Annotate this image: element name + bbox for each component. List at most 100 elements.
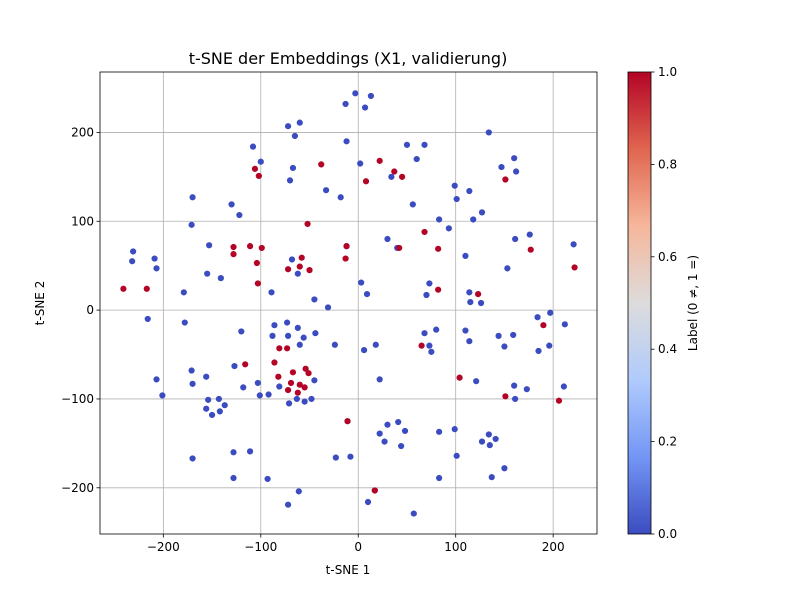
scatter-point bbox=[462, 327, 469, 334]
scatter-point bbox=[181, 319, 188, 326]
scatter-point bbox=[311, 377, 318, 384]
scatter-point bbox=[130, 248, 137, 255]
scatter-point bbox=[426, 280, 433, 287]
x-tick-label: −100 bbox=[244, 540, 277, 554]
scatter-point bbox=[421, 228, 428, 236]
colorbar-tick-label: 0.0 bbox=[658, 527, 677, 541]
scatter-point bbox=[478, 438, 486, 445]
scatter-point bbox=[347, 453, 354, 460]
scatter-point bbox=[230, 243, 237, 251]
scatter-point bbox=[151, 255, 158, 262]
scatter-point bbox=[462, 252, 469, 260]
scatter-point bbox=[391, 168, 398, 175]
scatter-point bbox=[284, 123, 292, 130]
scatter-point bbox=[306, 267, 313, 274]
x-tick-label: 200 bbox=[542, 540, 565, 554]
scatter-point bbox=[189, 194, 196, 201]
scatter-point bbox=[230, 251, 237, 258]
scatter-point bbox=[403, 141, 411, 148]
scatter-point bbox=[153, 376, 160, 383]
scatter-point bbox=[291, 132, 299, 140]
scatter-point bbox=[294, 389, 301, 396]
scatter-point bbox=[421, 330, 428, 337]
scatter-point bbox=[257, 158, 264, 165]
scatter-points bbox=[120, 90, 578, 517]
scatter-point bbox=[511, 382, 518, 389]
scatter-point bbox=[253, 259, 260, 267]
scatter-point bbox=[205, 396, 212, 403]
y-tick-label: 200 bbox=[71, 125, 94, 139]
plot-frame bbox=[99, 71, 598, 535]
scatter-point bbox=[358, 279, 365, 286]
scatter-point bbox=[504, 265, 511, 272]
scatter-point bbox=[535, 347, 542, 355]
scatter-point bbox=[436, 216, 443, 223]
scatter-point bbox=[287, 379, 295, 387]
scatter-point bbox=[495, 332, 502, 339]
scatter-point bbox=[332, 454, 339, 461]
scatter-point bbox=[153, 265, 160, 272]
scatter-point bbox=[298, 254, 305, 261]
scatter-point bbox=[296, 119, 303, 126]
scatter-point bbox=[322, 187, 330, 194]
scatter-point bbox=[255, 172, 262, 180]
scatter-point bbox=[342, 100, 349, 108]
scatter-point bbox=[473, 378, 480, 385]
scatter-point bbox=[344, 418, 351, 425]
scatter-point bbox=[513, 168, 520, 175]
scatter-point bbox=[433, 326, 440, 333]
scatter-point bbox=[236, 211, 243, 219]
scatter-point bbox=[523, 386, 530, 393]
scatter-point bbox=[294, 324, 301, 331]
scatter-point bbox=[289, 164, 297, 172]
scatter-point bbox=[246, 448, 254, 455]
scatter-point bbox=[271, 359, 278, 366]
scatter-point bbox=[302, 365, 309, 372]
colorbar-tick-label: 1.0 bbox=[658, 65, 677, 79]
colorbar-tick-label: 0.6 bbox=[658, 250, 677, 264]
x-tick-label: 100 bbox=[444, 540, 467, 554]
scatter-point bbox=[426, 342, 433, 349]
scatter-point bbox=[189, 455, 196, 462]
scatter-point bbox=[418, 342, 425, 349]
scatter-point bbox=[477, 299, 485, 307]
scatter-point bbox=[159, 392, 166, 399]
scatter-point bbox=[265, 391, 272, 398]
scatter-point bbox=[486, 442, 493, 449]
scatter-point bbox=[284, 386, 292, 394]
scatter-point bbox=[337, 194, 344, 201]
x-tick-label: −200 bbox=[147, 540, 180, 554]
scatter-point bbox=[284, 501, 292, 508]
scatter-point bbox=[367, 92, 375, 100]
scatter-point bbox=[363, 291, 371, 298]
scatter-point bbox=[215, 395, 222, 403]
scatter-point bbox=[206, 242, 213, 249]
scatter-point bbox=[478, 209, 486, 216]
scatter-point bbox=[230, 474, 237, 482]
scatter-point bbox=[324, 304, 332, 311]
scatter-point bbox=[498, 163, 505, 171]
colorbar-ticks: 0.0 0.2 0.4 0.6 0.8 1.0 bbox=[651, 65, 677, 541]
scatter-point bbox=[311, 296, 318, 303]
scatter-point bbox=[228, 201, 235, 208]
scatter-point bbox=[284, 345, 291, 352]
scatter-point bbox=[342, 255, 349, 262]
scatter-point bbox=[208, 411, 216, 419]
scatter-point bbox=[188, 367, 195, 374]
scatter-point bbox=[527, 246, 534, 253]
scatter-point bbox=[466, 338, 473, 345]
scatter-point bbox=[364, 498, 372, 506]
scatter-point bbox=[256, 392, 263, 399]
scatter-point bbox=[555, 397, 563, 404]
scatter-point bbox=[409, 201, 416, 208]
scatter-point bbox=[180, 289, 187, 296]
scatter-point bbox=[410, 510, 417, 517]
scatter-point bbox=[216, 408, 223, 415]
scatter-point bbox=[488, 474, 495, 481]
scatter-point bbox=[456, 374, 463, 381]
scatter-point bbox=[445, 225, 452, 232]
scatter-point bbox=[240, 384, 247, 391]
scatter-point bbox=[423, 291, 430, 299]
scatter-point bbox=[436, 428, 443, 435]
